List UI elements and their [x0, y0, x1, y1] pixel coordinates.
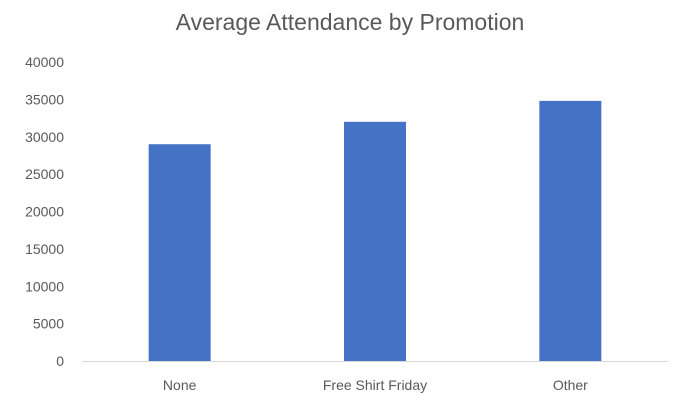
category-label: Other [553, 377, 588, 393]
y-tick-label: 15000 [25, 241, 64, 257]
y-tick-label: 40000 [25, 54, 64, 70]
y-tick-label: 25000 [25, 166, 64, 182]
bar [344, 121, 406, 361]
category-label: None [163, 377, 197, 393]
bars-group [148, 100, 602, 362]
y-tick-label: 30000 [25, 129, 64, 145]
y-tick-label: 5000 [33, 316, 64, 332]
y-tick-label: 0 [56, 353, 64, 369]
category-label: Free Shirt Friday [323, 377, 427, 393]
y-axis-ticks: 0 5000 10000 15000 20000 25000 30000 35000 40000 [25, 54, 64, 369]
bar [539, 100, 602, 362]
y-tick-label: 20000 [25, 204, 64, 220]
y-tick-label: 35000 [25, 91, 64, 107]
chart-title: Average Attendance by Promotion [176, 9, 525, 35]
bar [148, 144, 211, 361]
category-labels: None Free Shirt Friday Other [163, 377, 588, 393]
y-tick-label: 10000 [25, 278, 64, 294]
